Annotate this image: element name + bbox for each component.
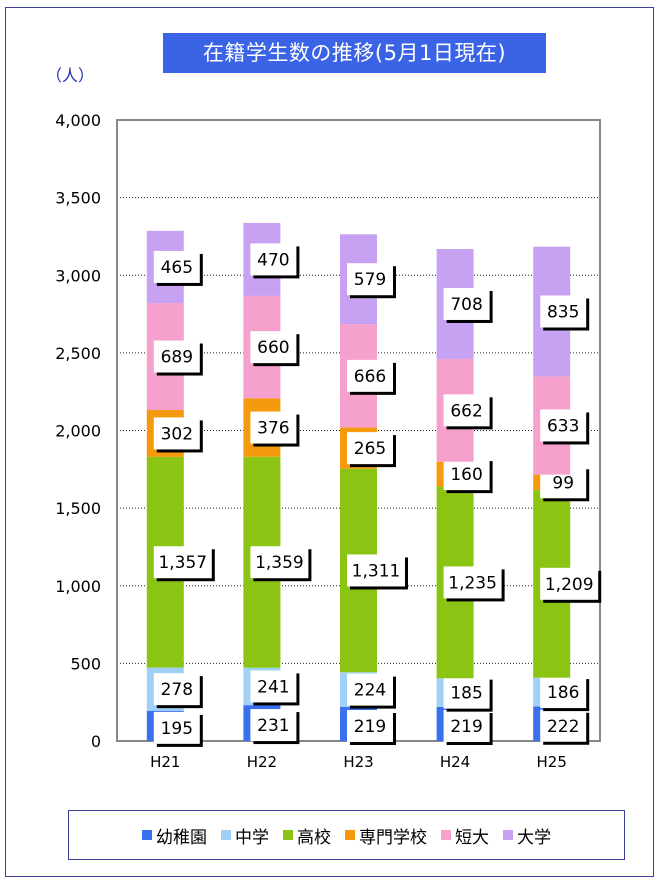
data-label: 376 [257,419,289,439]
data-label-box [540,409,587,442]
data-label: 633 [547,416,579,436]
x-tick-label: H25 [537,753,567,771]
data-label: 662 [450,401,482,421]
x-tick-label: H21 [150,753,180,771]
legend-item: 中学 [221,823,269,848]
data-label: 1,311 [352,561,401,581]
legend-item: 幼稚園 [142,823,207,848]
data-label: 241 [257,677,289,697]
data-label: 835 [547,303,579,323]
data-label-box [443,458,490,491]
y-tick-label: 2,000 [55,422,101,441]
data-label-box [443,394,490,427]
data-label-box [250,243,297,276]
data-label-box [540,676,587,709]
data-label-box [347,432,393,465]
data-label: 278 [161,680,193,700]
y-tick-label: 4,000 [55,111,101,130]
data-label-box [443,287,490,320]
data-label: 660 [257,338,289,358]
legend-swatch [142,830,152,840]
y-tick-label: 3,500 [55,189,101,208]
y-tick-label: 2,500 [55,344,101,363]
legend-swatch [345,830,355,840]
data-label-box [347,263,393,296]
data-label-box [347,554,405,587]
data-label: 1,209 [545,575,594,595]
data-label-box [153,711,200,744]
legend-swatch [221,830,231,840]
data-label: 186 [547,683,579,703]
legend-label: 高校 [297,827,331,848]
data-label-box [347,710,393,743]
data-label-box [250,546,309,579]
data-label: 302 [161,424,193,444]
data-label: 666 [354,367,386,387]
data-label: 222 [547,717,579,737]
y-tick-label: 500 [70,654,101,673]
data-label: 231 [257,716,289,736]
data-label: 265 [354,439,386,459]
x-tick-label: H22 [247,753,277,771]
chart-title: 在籍学生数の推移(5月1日現在) [163,33,546,73]
legend-swatch [283,830,293,840]
data-label-box [250,331,297,364]
data-label: 689 [161,348,193,368]
legend-item: 高校 [283,823,331,848]
y-tick-label: 1,000 [55,577,101,596]
x-tick-label: H23 [343,753,373,771]
legend-label: 大学 [517,827,551,848]
legend-label: 中学 [235,827,269,848]
data-label-box [540,709,587,742]
data-label: 1,359 [255,553,304,573]
data-label-box [443,710,490,743]
data-label: 160 [450,465,482,485]
legend-swatch [503,830,513,840]
data-label: 1,357 [158,553,207,573]
legend-label: 専門学校 [359,827,427,848]
legend-item: 短大 [441,823,489,848]
legend-item: 専門学校 [345,823,427,848]
legend: 幼稚園 中学 高校 専門学校 短大 大学 [68,810,625,860]
data-label: 465 [161,258,193,278]
data-label-box [540,295,587,328]
data-label-box [153,673,200,706]
data-label: 224 [354,681,386,701]
x-tick-label: H24 [440,753,470,771]
data-label: 185 [450,684,482,704]
legend-label: 幼稚園 [156,827,207,848]
data-label-box [153,250,200,283]
y-tick-label: 0 [91,732,101,751]
data-label-box [250,709,297,742]
data-label-box [443,566,502,599]
data-label: 219 [354,717,386,737]
legend-item: 大学 [503,823,551,848]
data-label: 470 [257,250,289,270]
y-tick-label: 3,000 [55,266,101,285]
data-label-box [540,567,599,600]
data-label-box [250,411,297,444]
legend-label: 短大 [455,827,489,848]
data-label: 1,235 [448,573,497,593]
data-label-box [250,670,297,703]
data-label-box [153,417,200,450]
data-label-box [347,673,393,706]
data-label-box [153,546,212,579]
y-tick-label: 1,500 [55,499,101,518]
y-axis-unit-label: （人） [46,66,95,85]
data-label-box [443,676,490,709]
data-label-box [347,359,393,392]
data-label: 99 [552,473,574,493]
data-label: 708 [450,295,482,315]
data-label-box [153,340,200,373]
data-label: 219 [450,717,482,737]
legend-swatch [441,830,451,840]
data-label: 195 [161,719,193,739]
data-label: 579 [354,270,386,290]
